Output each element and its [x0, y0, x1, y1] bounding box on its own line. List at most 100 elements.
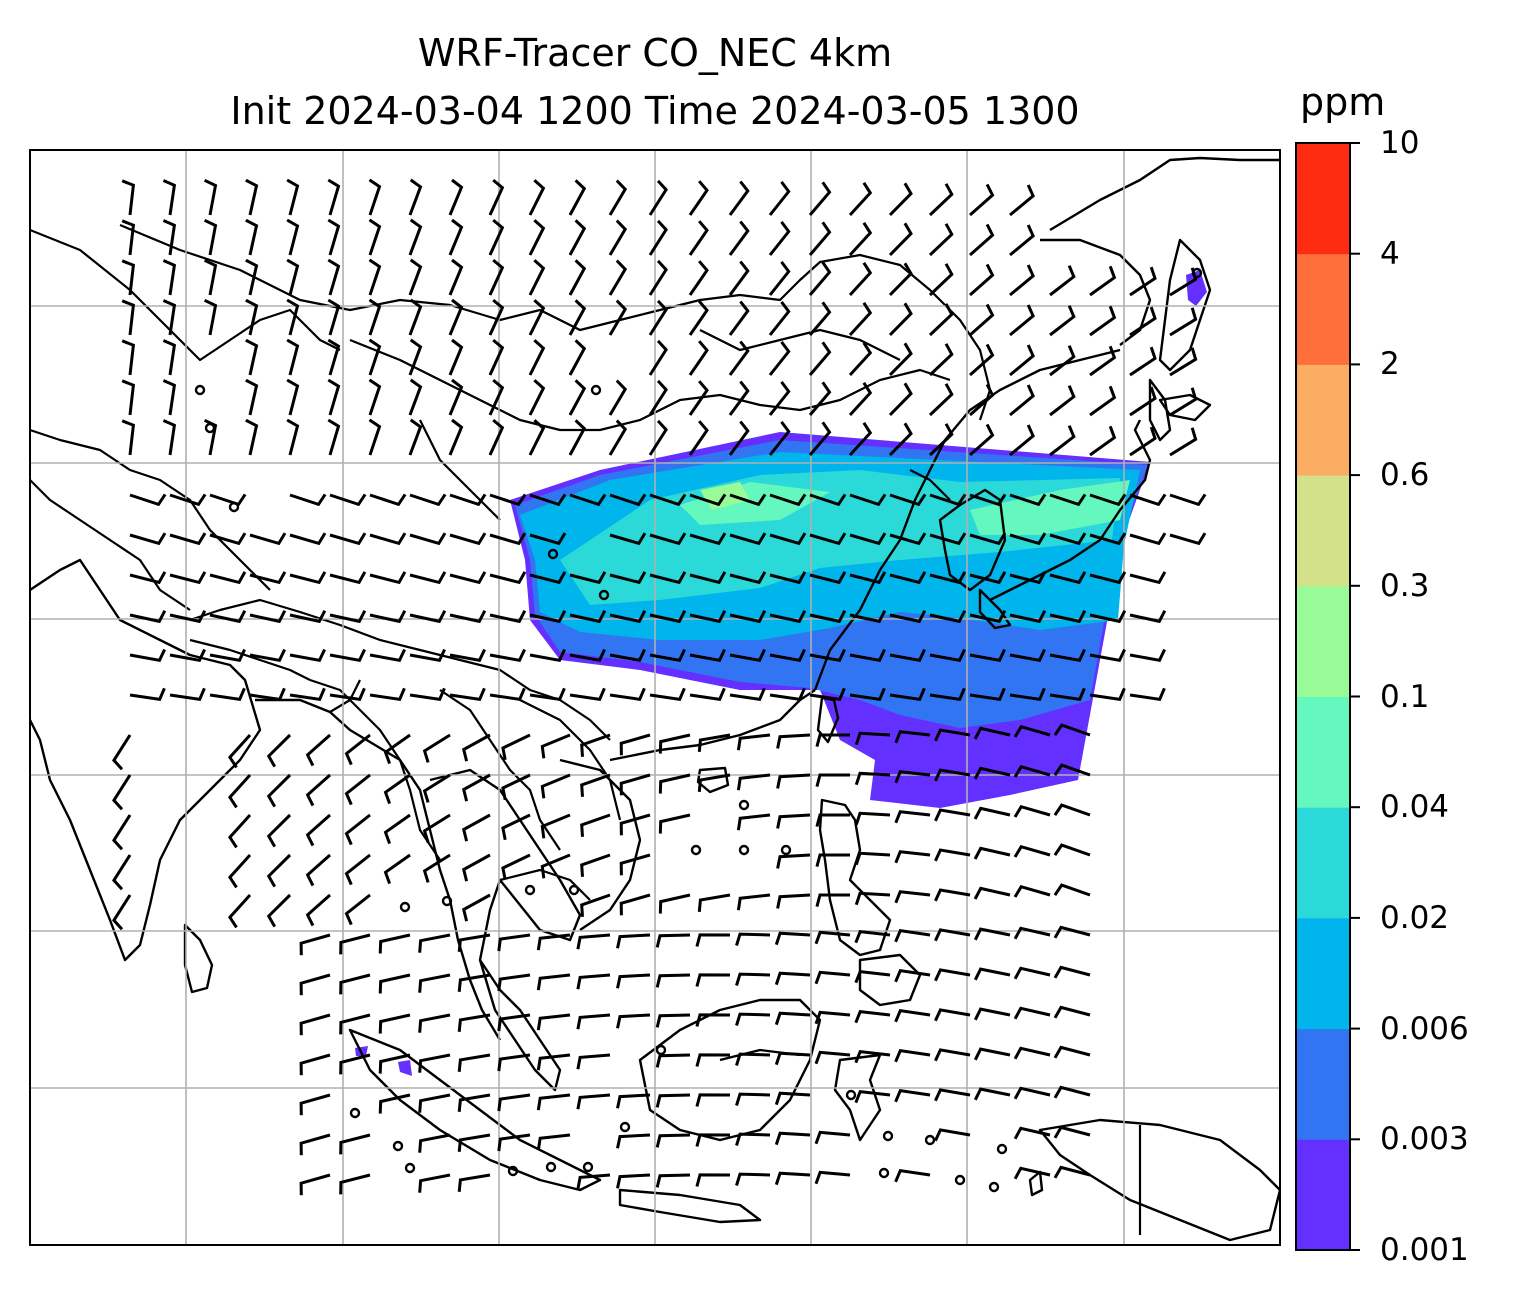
- calm-wind-marker: [399, 901, 411, 913]
- wind-barb: [1053, 1125, 1091, 1139]
- wind-barb: [889, 610, 927, 624]
- wind-barb: [203, 298, 218, 336]
- wind-barb: [848, 181, 873, 217]
- wind-barb: [368, 178, 382, 216]
- wind-barb: [1013, 844, 1051, 858]
- wind-barb: [249, 532, 287, 546]
- calm-wind-marker: [392, 1140, 404, 1152]
- wind-barb: [809, 610, 847, 624]
- wind-barb: [928, 183, 954, 217]
- wind-barb: [536, 973, 571, 991]
- colorbar-segment: [1296, 253, 1350, 365]
- wind-barb: [889, 493, 927, 507]
- border-china-north: [419, 419, 501, 521]
- wind-barb: [129, 610, 167, 624]
- wind-barb: [1013, 804, 1051, 818]
- wind-barb: [540, 813, 571, 839]
- wind-barb: [529, 532, 567, 546]
- wind-barb: [848, 421, 873, 457]
- wind-barb: [1089, 425, 1117, 457]
- wind-barb: [1049, 345, 1076, 377]
- plume-level-0.001-ne: [1186, 270, 1207, 306]
- wind-barb: [969, 493, 1007, 507]
- wind-barb: [129, 571, 167, 585]
- wind-barb: [327, 378, 341, 416]
- wind-barb: [1049, 305, 1076, 337]
- wind-barb: [776, 733, 811, 749]
- wind-barb: [1089, 305, 1117, 337]
- wind-barb: [368, 258, 382, 296]
- wind-barb: [497, 1053, 531, 1072]
- wind-barb: [568, 259, 587, 296]
- wind-barb: [894, 1089, 931, 1103]
- wind-barb: [973, 1087, 1011, 1101]
- wind-barb: [489, 532, 527, 546]
- wind-barb: [1009, 224, 1035, 257]
- wind-barb: [327, 298, 341, 336]
- wind-barb: [1053, 763, 1091, 777]
- calm-wind-marker: [690, 844, 702, 856]
- wind-barb: [488, 258, 505, 296]
- wind-barb: [609, 687, 646, 701]
- wind-barb: [536, 1093, 571, 1111]
- wind-barb: [1009, 532, 1047, 546]
- wind-barb: [688, 340, 709, 376]
- wind-barb: [289, 493, 327, 507]
- colorbar-segment: [1296, 1139, 1350, 1251]
- calm-wind-marker: [738, 799, 750, 811]
- wind-barb: [729, 493, 767, 507]
- wind-barb: [894, 810, 931, 824]
- wind-barb: [169, 648, 206, 662]
- wind-barb: [383, 733, 411, 765]
- calm-wind-marker: [655, 1044, 667, 1056]
- wind-barb: [849, 687, 886, 701]
- wind-barb: [695, 1173, 731, 1187]
- wind-barb: [422, 853, 451, 883]
- wind-barb: [735, 1172, 771, 1186]
- wind-barb: [422, 773, 451, 803]
- wind-barb: [369, 493, 407, 507]
- wind-barb: [576, 933, 611, 950]
- colorbar-tick-label: 0.02: [1380, 899, 1450, 936]
- wind-barb: [1089, 532, 1127, 546]
- wind-barb: [408, 418, 423, 456]
- wind-barb: [344, 773, 371, 806]
- wind-barb: [228, 813, 252, 849]
- wind-barb: [368, 338, 382, 376]
- wind-barb: [112, 854, 132, 891]
- wind-barb: [1013, 724, 1051, 738]
- wind-barb: [286, 378, 300, 416]
- wind-barb: [266, 733, 292, 768]
- wind-barb: [928, 383, 954, 417]
- wind-barb: [934, 1048, 971, 1062]
- wind-barb: [569, 571, 607, 585]
- wind-barb: [658, 813, 691, 834]
- wind-barb: [848, 341, 873, 377]
- wind-barb: [228, 853, 252, 889]
- border-kazakhstan: [30, 228, 341, 362]
- wind-barb: [569, 610, 607, 624]
- wind-barb: [409, 493, 447, 507]
- wind-barb: [536, 1013, 571, 1031]
- wind-barb: [973, 927, 1011, 941]
- wind-barb: [129, 493, 167, 507]
- wind-barb: [1089, 687, 1126, 701]
- wind-barb: [1169, 493, 1207, 507]
- wind-barb: [329, 493, 367, 507]
- wind-barb: [619, 853, 651, 876]
- wind-barb: [448, 218, 464, 256]
- coastline-srilanka: [183, 923, 214, 994]
- wind-barb: [536, 1053, 571, 1071]
- wind-barb: [409, 610, 447, 624]
- wind-barb: [619, 733, 651, 756]
- wind-barb: [289, 610, 327, 624]
- wind-barb: [1129, 386, 1157, 417]
- coastline-korea: [938, 488, 1007, 592]
- wind-barb: [383, 773, 411, 805]
- map-frame: [29, 149, 1281, 1246]
- wind-barb: [1089, 385, 1117, 417]
- wind-barb: [1053, 1085, 1091, 1099]
- wind-barb: [768, 301, 791, 336]
- wind-barb: [266, 773, 292, 808]
- wind-barb: [894, 969, 931, 983]
